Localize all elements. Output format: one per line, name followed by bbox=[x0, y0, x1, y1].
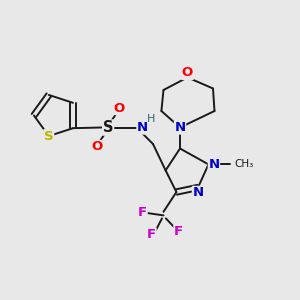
Text: CH₃: CH₃ bbox=[234, 159, 253, 170]
Text: N: N bbox=[137, 121, 148, 134]
Text: F: F bbox=[147, 228, 156, 241]
Text: N: N bbox=[208, 158, 220, 171]
Text: S: S bbox=[103, 120, 113, 135]
Text: H: H bbox=[147, 114, 155, 124]
Text: F: F bbox=[174, 225, 183, 238]
Text: N: N bbox=[192, 186, 204, 200]
Text: O: O bbox=[92, 140, 103, 154]
Text: S: S bbox=[44, 130, 54, 142]
Text: N: N bbox=[174, 121, 186, 134]
Text: F: F bbox=[138, 206, 147, 220]
Text: O: O bbox=[182, 66, 193, 80]
Text: O: O bbox=[113, 101, 124, 115]
